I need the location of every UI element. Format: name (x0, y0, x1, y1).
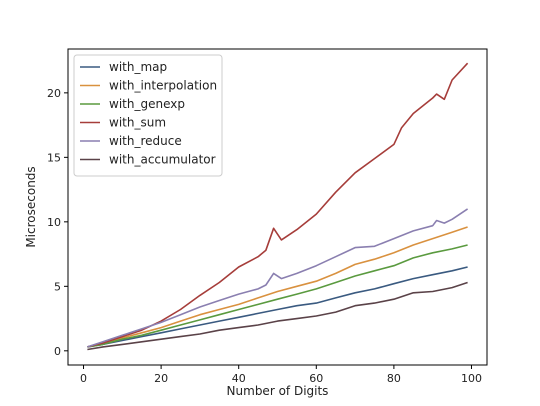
plot-area-frame (67, 48, 488, 366)
y-tick-label: 0 (54, 345, 61, 358)
y-axis-ticks: 0 5 10 15 20 (47, 87, 68, 358)
y-tick-label: 5 (54, 280, 61, 293)
series-line-with-reduce (87, 208, 469, 348)
series-line-with-accumulator (87, 281, 468, 351)
y-tick-label: 15 (47, 151, 61, 164)
series-lines (87, 62, 469, 351)
series-line-with-sum (87, 62, 469, 348)
x-tick-label: 100 (461, 372, 482, 385)
legend-label: with_reduce (109, 134, 182, 148)
legend-label: with_map (109, 60, 167, 74)
y-tick-label: 10 (47, 216, 61, 229)
x-tick-label: 60 (309, 372, 323, 385)
series-line-with-interpolation (87, 226, 468, 348)
legend-label: with_genexp (109, 97, 185, 111)
x-tick-label: 20 (154, 372, 168, 385)
y-tick-label: 20 (47, 87, 61, 100)
x-tick-label: 0 (80, 372, 87, 385)
y-axis-label: Microseconds (24, 166, 38, 247)
legend-label: with_accumulator (109, 153, 216, 167)
x-tick-label: 80 (387, 372, 401, 385)
legend: with_map with_interpolation with_genexpwit… (73, 54, 223, 177)
series-line-with-genexp (87, 244, 468, 348)
legend-label: with_sum (109, 116, 166, 130)
x-tick-label: 40 (232, 372, 246, 385)
series-line-with-map (87, 266, 468, 348)
legend-box (73, 54, 223, 177)
x-axis-label: Number of Digits (227, 384, 329, 398)
x-axis-ticks: 0 20 40 60 80 100 (80, 365, 482, 385)
legend-label: with_interpolation (109, 79, 217, 93)
